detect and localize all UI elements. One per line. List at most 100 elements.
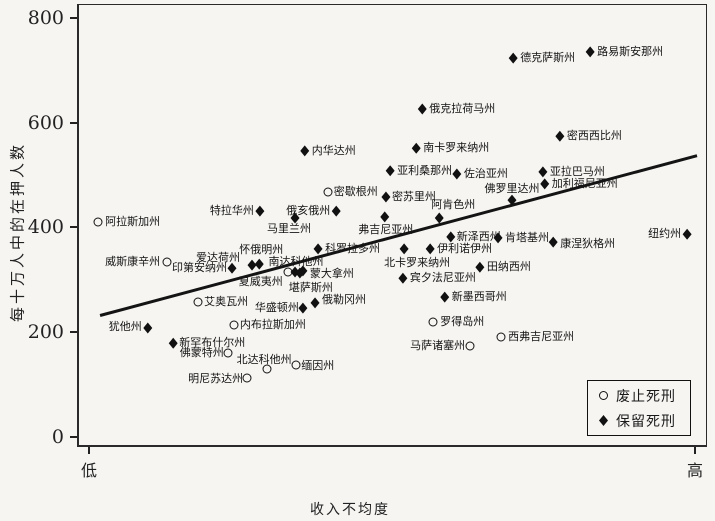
scatter-point-label: 肯塔基州 [505, 230, 550, 244]
y-tick-mark [70, 16, 77, 19]
scatter-point-marker [417, 103, 427, 115]
scatter-point-label: 罗得岛州 [440, 315, 485, 329]
scatter-point-label: 俄亥俄州 [286, 204, 331, 218]
scatter-point-marker [168, 337, 178, 349]
scatter-point-label: 新泽西州 [456, 229, 501, 243]
scatter-point-label: 密西西比州 [566, 129, 622, 143]
scatter-point-marker [385, 165, 395, 177]
scatter-point-label: 田纳西州 [486, 260, 531, 274]
scatter-point-marker [540, 178, 550, 190]
scatter-point-marker [298, 265, 308, 277]
scatter-point-label: 南达科他州 [268, 254, 324, 268]
scatter-point-label: 华盛顿州 [254, 301, 299, 315]
scatter-point-marker [193, 297, 203, 307]
scatter-point-marker [508, 52, 518, 64]
scatter-point-marker [229, 320, 239, 330]
scatter-point-label: 康涅狄格州 [560, 237, 616, 251]
legend-box: 废止死刑 保留死刑 [587, 380, 691, 436]
scatter-point-label: 亚利桑那州 [397, 163, 453, 177]
scatter-point-marker [465, 341, 475, 351]
scatter-point-label: 密苏里州 [391, 190, 436, 203]
scatter-point-label: 怀俄明州 [239, 243, 284, 257]
scatter-point-marker [313, 243, 323, 255]
scatter-point-marker [399, 243, 409, 255]
y-tick-mark [70, 121, 77, 124]
scatter-point-label: 犹他州 [108, 320, 142, 333]
scatter-point-marker [493, 232, 503, 244]
scatter-point-label: 宾夕法尼亚州 [409, 271, 476, 285]
x-axis-high-label: 高 [686, 461, 703, 480]
scatter-point-marker [440, 291, 450, 303]
scatter-point-label: 佛罗里达州 [484, 182, 540, 196]
scatter-point-marker [538, 166, 548, 178]
scatter-point-marker [298, 302, 308, 314]
scatter-point-marker [496, 332, 506, 342]
scatter-point-label: 纽约州 [648, 227, 682, 241]
scatter-point-marker [585, 46, 595, 58]
scatter-point-marker [223, 348, 233, 358]
scatter-point-label: 南卡罗来纳州 [423, 141, 490, 155]
scatter-point-label: 北达科他州 [236, 352, 292, 366]
scatter-point-marker [254, 258, 264, 270]
scatter-point-marker [548, 236, 558, 248]
scatter-point-marker [247, 259, 257, 271]
scatter-point-marker [310, 297, 320, 309]
scatter-point-marker [452, 168, 462, 180]
scatter-point-marker [291, 360, 301, 370]
scatter-point-label: 艾奥瓦州 [204, 294, 249, 308]
legend-label-abolished: 废止死刑 [616, 388, 676, 405]
scatter-point-marker [93, 217, 103, 227]
scatter-point-label: 缅因州 [301, 359, 335, 373]
filled-diamond-icon [599, 415, 608, 426]
scatter-point-label: 夏威夷州 [238, 274, 283, 288]
scatter-point-marker [331, 205, 341, 217]
scatter-point-label: 内华达州 [311, 143, 356, 157]
open-circle-icon [599, 391, 608, 400]
y-tick-mark [70, 331, 77, 334]
scatter-point-marker [162, 257, 172, 267]
scatter-point-marker [380, 211, 390, 223]
scatter-point-marker [262, 364, 272, 374]
scatter-point-marker [255, 205, 265, 217]
legend-item-retained: 保留死刑 [599, 411, 690, 431]
scatter-point-marker [300, 145, 310, 157]
scatter-point-marker [507, 194, 517, 206]
legend-item-abolished: 废止死刑 [599, 386, 690, 406]
y-tick-label: 0 [51, 426, 64, 448]
scatter-point-marker [425, 243, 435, 255]
scatter-point-label: 弗吉尼亚州 [358, 222, 414, 236]
scatter-point-label: 德克萨斯州 [520, 51, 576, 65]
y-tick-label: 800 [27, 6, 64, 29]
scatter-point-label: 威斯康辛州 [105, 254, 161, 268]
scatter-point-label: 佛蒙特州 [179, 346, 224, 360]
scatter-point-marker [143, 322, 153, 334]
scatter-point-label: 特拉华州 [209, 204, 254, 218]
scatter-point-label: 俄勒冈州 [322, 292, 367, 306]
scatter-point-marker [411, 142, 421, 154]
scatter-point-label: 佐治亚州 [463, 166, 508, 180]
scatter-point-marker [323, 187, 333, 197]
scatter-point-marker [242, 373, 252, 383]
scatter-point-marker [290, 266, 300, 278]
scatter-point-label: 俄克拉荷马州 [429, 101, 496, 115]
scatter-point-marker [555, 130, 565, 142]
scatter-point-marker [475, 261, 485, 273]
y-tick-mark [70, 226, 77, 229]
scatter-point-label: 北卡罗来纳州 [384, 255, 451, 269]
scatter-point-marker [398, 272, 408, 284]
plot-area [77, 4, 707, 447]
x-tick-mark [694, 447, 696, 454]
scatter-point-label: 加利福尼亚州 [551, 176, 618, 190]
x-axis-low-label: 低 [80, 461, 97, 480]
scatter-point-label: 伊利诺伊州 [437, 241, 493, 255]
scatter-point-label: 内布拉斯加州 [239, 317, 306, 331]
scatter-point-label: 明尼苏达州 [188, 371, 244, 385]
scatter-point-label: 爱达荷州 [196, 251, 240, 265]
scatter-point-label: 马萨诸塞州 [410, 338, 466, 352]
scatter-point-label: 西弗吉尼亚州 [508, 329, 575, 343]
y-tick-label: 200 [27, 321, 64, 344]
scatter-point-label: 路易斯安那州 [597, 44, 664, 58]
scatter-point-label: 亚拉巴马州 [549, 164, 605, 178]
y-axis-title: 每十万人中的在押人数 [8, 141, 27, 323]
